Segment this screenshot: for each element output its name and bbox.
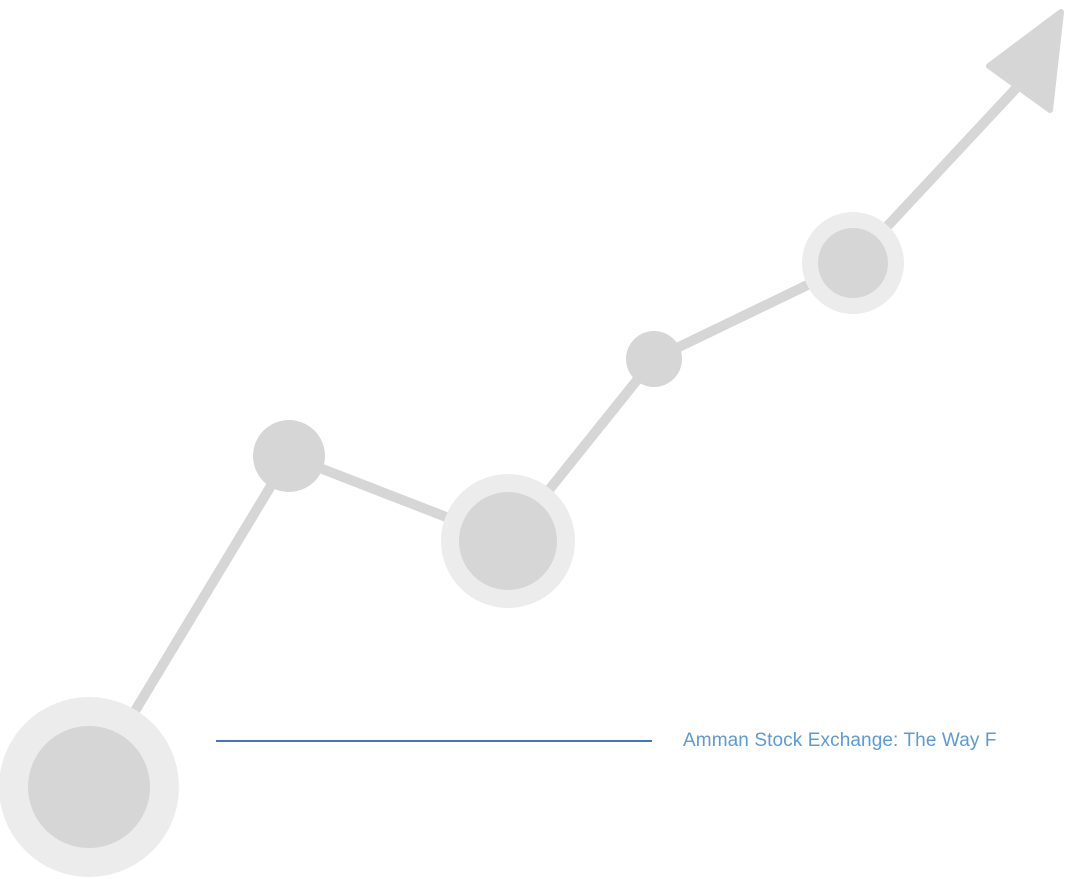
trend-line [84, 63, 1040, 792]
node [459, 492, 557, 590]
caption-divider [216, 740, 652, 742]
node [818, 228, 888, 298]
caption-text: Amman Stock Exchange: The Way F [683, 730, 997, 751]
node [28, 726, 150, 848]
arrow-head-icon [986, 9, 1064, 113]
node [253, 420, 325, 492]
node [626, 331, 682, 387]
